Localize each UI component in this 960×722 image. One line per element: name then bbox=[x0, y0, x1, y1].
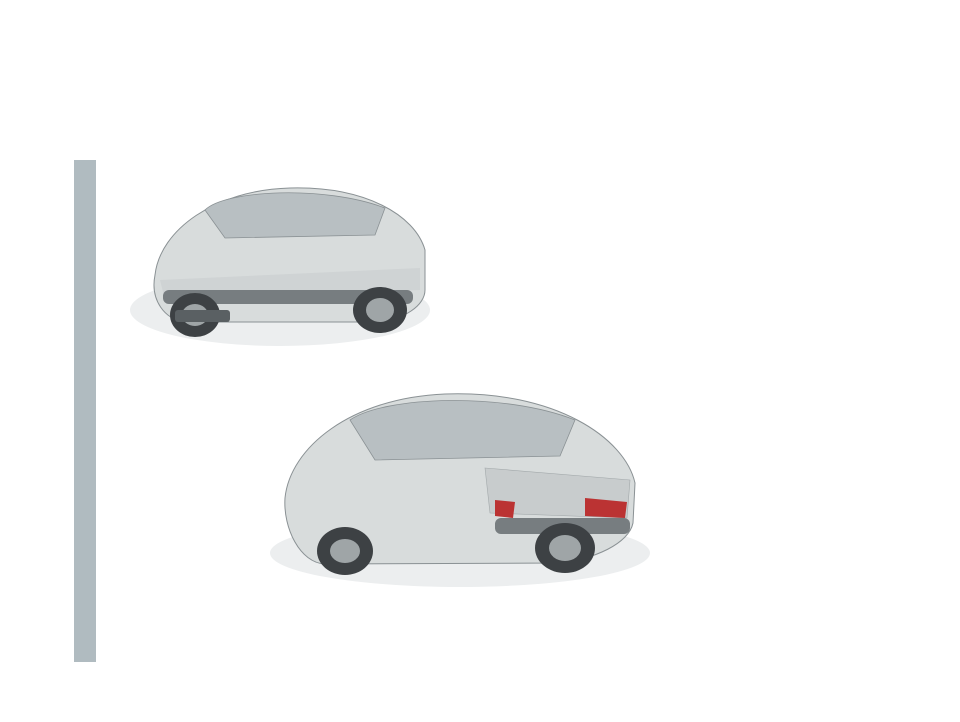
side-tab bbox=[74, 160, 96, 662]
car-front-illustration bbox=[125, 160, 435, 355]
content-area bbox=[125, 146, 886, 652]
manual-page bbox=[0, 0, 960, 722]
car-rear-illustration bbox=[255, 368, 655, 593]
